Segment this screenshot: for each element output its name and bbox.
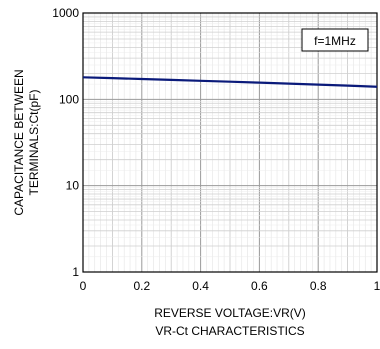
data-layer — [82, 76, 378, 88]
x-tick-label: 0.8 — [310, 279, 327, 293]
chart-title: VR-Ct CHARACTERISTICS — [155, 324, 304, 338]
frequency-annotation: f=1MHz — [314, 34, 356, 48]
x-tick-label: 0.4 — [192, 279, 209, 293]
x-tick-label: 0.6 — [251, 279, 268, 293]
x-tick-label: 0 — [80, 279, 87, 293]
y-tick-label: 1000 — [52, 6, 79, 20]
x-tick-label: 1 — [374, 279, 380, 293]
frequency-annotation-box — [301, 28, 369, 52]
y-axis-title-line1: CAPACITANCE BETWEEN — [12, 69, 26, 215]
y-tick-label: 10 — [66, 179, 80, 193]
series-line — [82, 76, 378, 88]
y-tick-label: 1 — [72, 265, 79, 279]
x-axis-title: REVERSE VOLTAGE:VR(V) — [154, 306, 306, 320]
label-layer: 0 0.2 0.4 0.6 0.8 1 1 10 100 1000 — [52, 6, 380, 293]
y-axis-title-line2: TERMINALS:Ct(pF) — [27, 89, 41, 195]
y-tick-label: 100 — [59, 92, 79, 106]
x-tick-label: 0.2 — [133, 279, 150, 293]
grid — [83, 12, 377, 273]
plot-frame — [82, 12, 378, 273]
